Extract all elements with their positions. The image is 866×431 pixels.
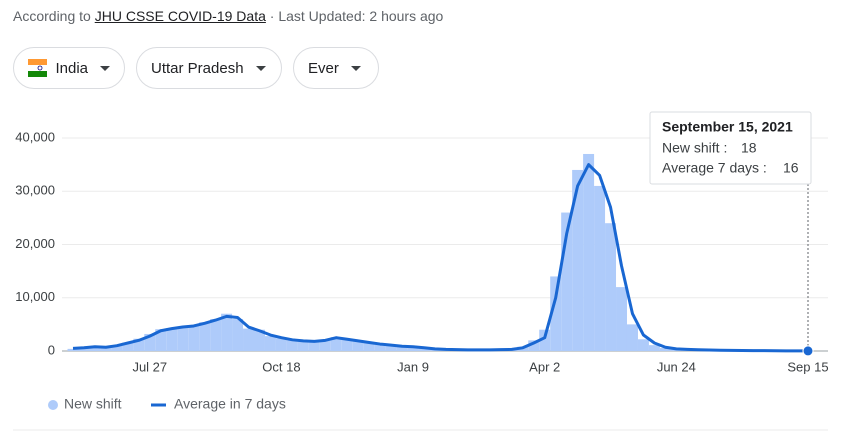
- bar: [155, 329, 167, 351]
- tooltip-title: September 15, 2021: [662, 119, 793, 135]
- bar: [692, 349, 704, 351]
- bar: [78, 347, 90, 351]
- bar: [254, 329, 265, 351]
- bar: [210, 319, 222, 351]
- bar: [144, 333, 156, 351]
- bar: [232, 319, 244, 351]
- bar: [177, 326, 189, 351]
- filter-label: India: [55, 59, 88, 77]
- bar: [221, 313, 233, 351]
- y-tick-label: 0: [48, 342, 55, 357]
- x-tick-label: Oct 18: [262, 359, 300, 374]
- bar: [462, 349, 474, 351]
- period-filter[interactable]: Ever: [293, 47, 379, 89]
- bar: [572, 169, 584, 351]
- bar: [352, 341, 364, 351]
- tooltip-box: [649, 111, 812, 185]
- bar: [363, 343, 375, 351]
- filter-label: Uttar Pradesh: [151, 59, 244, 77]
- bar: [440, 349, 452, 351]
- bar: [670, 349, 682, 351]
- bar: [67, 348, 79, 351]
- bar: [297, 340, 309, 351]
- bar: [89, 346, 101, 351]
- bar: [605, 223, 617, 351]
- bar: [133, 338, 145, 351]
- bar: [199, 322, 211, 351]
- bar: [594, 185, 606, 351]
- bar: [528, 340, 540, 351]
- source-link[interactable]: JHU CSSE COVID-19 Data: [94, 8, 266, 24]
- bar: [484, 349, 496, 351]
- hover-dot: [802, 345, 814, 357]
- bar: [550, 276, 562, 351]
- bar: [396, 346, 408, 351]
- bar: [385, 345, 397, 351]
- bar: [637, 339, 649, 351]
- bar: [648, 345, 660, 351]
- bar: [714, 350, 726, 351]
- x-tick-label: Jul 27: [132, 359, 167, 374]
- bar: [286, 340, 298, 351]
- bar: [429, 348, 441, 351]
- bar: [188, 325, 200, 351]
- bar: [100, 347, 112, 351]
- bar: [418, 348, 430, 351]
- tooltip-value: 18: [741, 140, 757, 156]
- legend-swatch: [48, 400, 58, 410]
- y-tick-label: 40,000: [15, 129, 55, 144]
- bar: [703, 350, 715, 351]
- bar: [111, 345, 123, 351]
- bar: [736, 350, 748, 351]
- tooltip-label: Average 7 days :: [662, 160, 767, 176]
- bar: [583, 153, 595, 351]
- prefix: According to: [13, 8, 91, 24]
- bar: [451, 349, 463, 351]
- bar: [616, 287, 627, 351]
- y-tick-label: 20,000: [15, 236, 55, 251]
- line: [72, 163, 809, 353]
- bar: [506, 349, 518, 351]
- bar: [264, 336, 276, 351]
- header: According to JHU CSSE COVID-19 Data · La…: [13, 8, 443, 24]
- x-tick-label: Jan 9: [397, 359, 429, 374]
- updated: · Last Updated: 2 hours ago: [269, 8, 444, 24]
- bar: [166, 328, 178, 351]
- x-tick-label: Apr 2: [529, 359, 560, 374]
- bar: [122, 342, 134, 351]
- bar: [341, 339, 353, 351]
- bar: [319, 339, 331, 351]
- filter-label: Ever: [308, 59, 339, 77]
- region-filter[interactable]: Uttar Pradesh: [136, 47, 282, 89]
- bar: [308, 341, 320, 351]
- x-tick-label: Sep 15: [787, 359, 828, 374]
- y-tick-label: 30,000: [15, 183, 55, 198]
- bar: [275, 338, 287, 351]
- country-filter[interactable]: India: [13, 47, 125, 89]
- bar: [659, 348, 671, 351]
- bar: [495, 349, 507, 351]
- tooltip-value: 16: [783, 160, 799, 176]
- bar: [626, 324, 638, 351]
- legend-label: Average in 7 days: [174, 396, 286, 412]
- bar: [725, 350, 737, 351]
- bar: [561, 212, 573, 351]
- bar: [374, 344, 386, 351]
- bar: [330, 337, 342, 351]
- bar: [243, 328, 255, 351]
- legend-label: New shift: [64, 396, 122, 412]
- x-tick-label: Jun 24: [657, 359, 696, 374]
- tooltip-label: New shift :: [662, 140, 727, 156]
- flag: [28, 59, 48, 77]
- bar: [517, 346, 529, 351]
- bar: [407, 347, 419, 351]
- bar: [473, 349, 485, 351]
- bar: [539, 329, 551, 351]
- bar: [681, 349, 693, 351]
- y-tick-label: 10,000: [15, 289, 55, 304]
